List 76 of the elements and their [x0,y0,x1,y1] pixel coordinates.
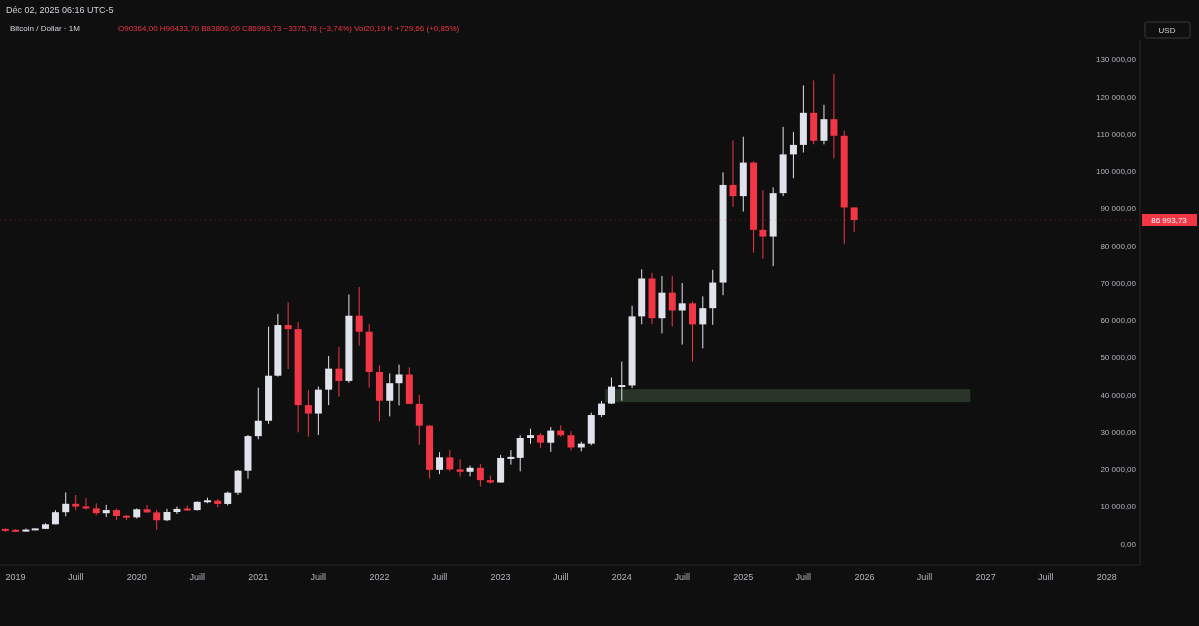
y-tick-label: 110 000,00 [1096,129,1137,139]
y-tick-label: 120 000,00 [1095,92,1137,102]
candlestick [456,458,464,478]
candlestick [699,295,707,349]
candlestick [335,346,343,398]
x-tick-label: Juill [67,572,84,582]
candlestick [466,465,474,477]
x-tick-label: 2023 [490,572,511,582]
candlestick [386,372,394,417]
candlestick [143,504,151,514]
x-tick-label: Juill [795,572,812,582]
candlestick [22,527,30,532]
candlestick [668,275,676,328]
candlestick [173,506,181,515]
candlestick [850,206,858,233]
candlestick [314,385,322,436]
text: Déc 02, 2025 06:16 UTC-5 [6,5,114,15]
candlestick [729,139,737,208]
x-tick-label: 2024 [611,572,632,582]
candlestick [547,426,555,453]
candlestick [436,451,444,475]
candlestick [325,355,333,406]
x-tick-label: Juill [552,572,569,582]
candlestick [516,434,524,472]
candlestick [678,282,686,346]
x-tick-label: 2028 [1096,572,1117,582]
candlestick [689,301,696,363]
x-tick-label: 2025 [733,572,754,582]
candlestick [567,430,575,451]
candlestick [284,301,292,370]
y-tick-label: 30 000,00 [1100,427,1137,437]
candlestick [820,104,828,145]
y-tick-label: 0,00 [1120,539,1137,549]
x-tick-label: 2021 [248,572,269,582]
x-tick-label: Juill [431,572,448,582]
y-tick-label: 70 000,00 [1100,278,1137,288]
candlestick [304,389,312,438]
x-tick-label: Juill [1037,572,1054,582]
y-tick-label: 90 000,00 [1100,204,1137,214]
y-tick-label: 20 000,00 [1100,465,1137,475]
y-tick-label: 60 000,00 [1100,316,1137,326]
candlestick [254,387,262,440]
candlestick [759,189,767,260]
x-tick-label: 2022 [369,572,390,582]
candlestick [355,286,363,347]
candlestick [618,361,626,402]
chart-subtitle: O90364,00 H90433,70 B83800,00 C86993,73 −3375,78 (−3,74%) Vol20,19 K +729,66 (+0,85%) [118,24,460,33]
x-tick-label: Juill [674,572,690,582]
x-tick-label: Juill [310,572,327,582]
candlestick [82,497,90,510]
x-tick-label: 2020 [126,572,147,582]
text: USD [1158,25,1176,35]
y-tick-label: 10 000,00 [1100,502,1137,512]
ref-line-label: 86 993,73 [1151,215,1188,225]
x-tick-label: Juill [189,572,205,582]
candlestick [446,449,454,472]
candlestick [415,394,423,446]
candlestick [507,449,515,466]
y-tick-label: 50 000,00 [1100,353,1137,363]
x-tick-label: 2026 [854,572,875,582]
y-tick-label: 130 000,00 [1095,55,1137,65]
y-tick-label: 100 000,00 [1095,167,1137,177]
candlestick [62,491,70,517]
y-tick-label: 40 000,00 [1100,390,1137,400]
chart-title: Bitcoin / Dollar · 1M [10,24,81,33]
candlestick [153,509,161,531]
candlestick [789,131,797,179]
x-tick-label: Juill [916,572,933,582]
candlestick [830,73,838,159]
candlestick [608,377,615,405]
candlestick [234,469,242,496]
x-tick-label: 2019 [5,572,26,582]
candlestick [395,364,403,407]
x-tick-label: 2027 [975,572,996,582]
y-tick-label: 80 000,00 [1100,241,1137,251]
candlestick [476,463,484,487]
